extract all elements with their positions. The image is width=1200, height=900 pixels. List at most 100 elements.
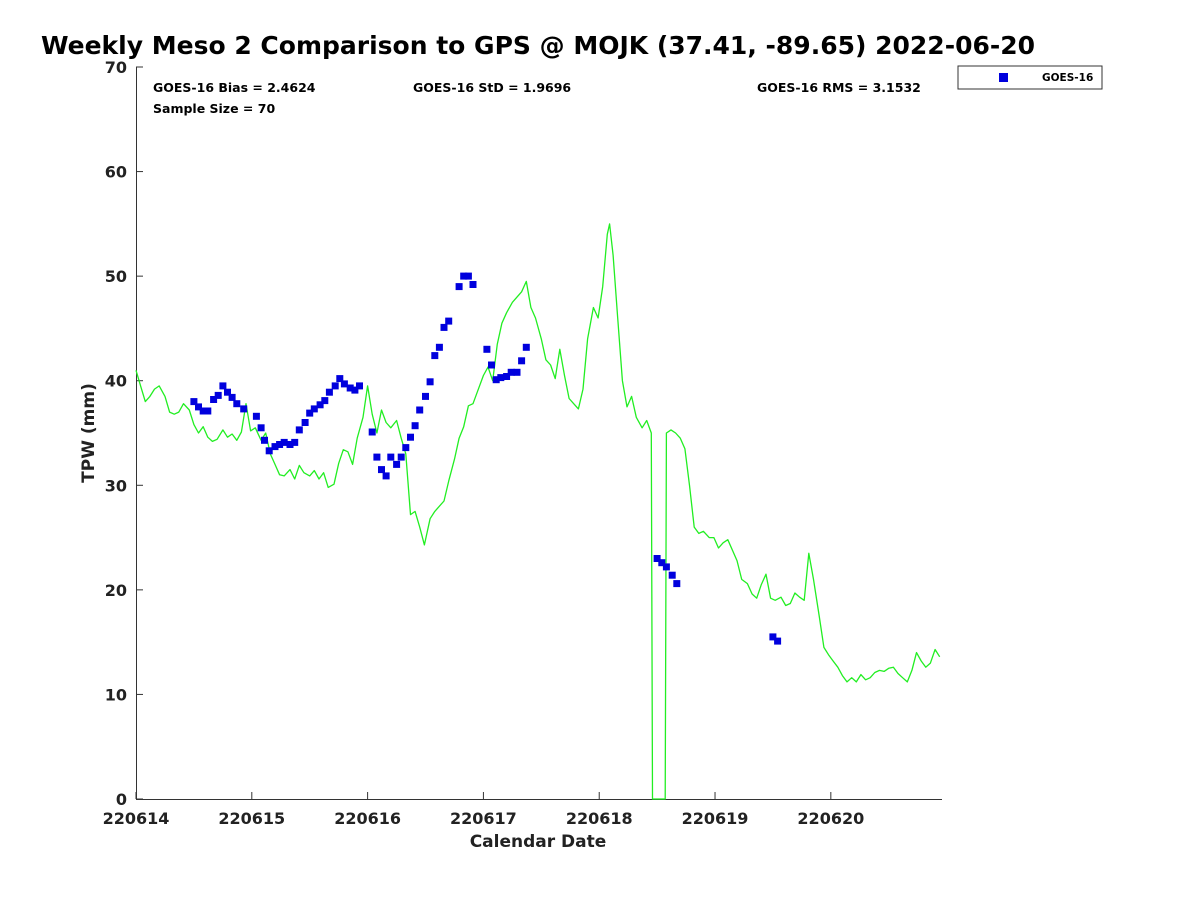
goes16-data-point <box>407 433 414 441</box>
goes16-data-point <box>483 345 491 353</box>
goes16-data-point <box>219 382 227 390</box>
goes16-data-point <box>774 637 782 645</box>
x-tick-label: 220614 <box>103 809 170 828</box>
goes16-data-point <box>276 441 284 448</box>
goes16-data-point <box>492 376 500 384</box>
goes16-data-point <box>673 580 681 588</box>
goes16-data-point <box>204 407 212 415</box>
goes16-data-point <box>445 317 453 325</box>
goes16-data-point <box>503 373 511 380</box>
goes16-data-point <box>346 384 354 392</box>
goes16-data-point <box>431 352 439 360</box>
goes16-data-point <box>336 375 344 383</box>
goes16-data-point <box>397 453 405 461</box>
legend-label-goes16: GOES-16 <box>1042 72 1093 84</box>
y-tick-label: 40 <box>105 372 127 391</box>
plot-area <box>136 67 942 800</box>
x-tick-label: 220620 <box>797 809 864 828</box>
gps-series-line <box>135 223 941 800</box>
goes16-data-point <box>286 441 294 448</box>
goes16-data-point <box>653 555 661 562</box>
goes16-data-point <box>351 386 359 394</box>
goes16-data-point <box>668 571 676 579</box>
goes16-data-point <box>518 357 526 365</box>
goes16-data-point <box>382 472 390 480</box>
legend: GOES-16 <box>957 65 1103 90</box>
plot-frame-bottom <box>136 799 942 800</box>
x-tick-label: 220618 <box>566 809 633 828</box>
goes16-data-point <box>422 392 429 400</box>
goes16-data-point <box>769 633 777 641</box>
goes16-data-point <box>440 323 448 331</box>
plot-frame-left <box>136 67 137 800</box>
y-tick-label: 70 <box>105 58 127 77</box>
goes16-data-point <box>522 343 530 351</box>
goes16-data-point <box>331 382 339 390</box>
goes16-data-point <box>416 406 424 414</box>
goes16-data-point <box>199 407 207 415</box>
x-tick-label: 220619 <box>682 809 749 828</box>
goes16-data-point <box>393 460 401 468</box>
goes16-data-point <box>662 563 670 571</box>
goes16-data-point <box>210 396 218 403</box>
goes16-data-point <box>488 361 495 369</box>
x-tick-label: 220615 <box>218 809 285 828</box>
goes16-data-point <box>261 436 268 444</box>
goes16-data-point <box>190 398 198 406</box>
goes16-data-point <box>224 388 231 396</box>
goes16-data-point <box>265 447 273 455</box>
goes16-data-point <box>233 400 241 408</box>
goes16-data-point <box>280 438 288 446</box>
std-stat: GOES-16 StD = 1.9696 <box>413 80 571 95</box>
goes16-data-point <box>321 397 329 405</box>
goes16-data-point <box>271 443 279 451</box>
goes16-data-point <box>411 422 419 430</box>
goes16-data-point <box>252 412 260 420</box>
goes16-data-point <box>228 393 236 401</box>
chart-title: Weekly Meso 2 Comparison to GPS @ MOJK (… <box>41 31 1035 60</box>
y-tick-label: 20 <box>105 581 127 600</box>
legend-box <box>957 65 1103 90</box>
goes16-data-point <box>306 409 314 417</box>
y-tick-label: 0 <box>116 790 127 809</box>
goes16-data-point <box>340 380 348 388</box>
goes16-data-point <box>368 428 376 436</box>
goes16-data-point <box>387 453 395 461</box>
goes16-data-point <box>402 444 410 452</box>
rms-stat: GOES-16 RMS = 3.1532 <box>757 80 921 95</box>
goes16-data-point <box>658 559 666 567</box>
x-axis-label: Calendar Date <box>470 832 607 852</box>
x-tick-label: 220616 <box>334 809 401 828</box>
goes16-data-point <box>426 378 434 386</box>
y-tick-label: 60 <box>105 163 127 182</box>
sample-size-stat: Sample Size = 70 <box>153 101 275 116</box>
goes16-data-point <box>356 382 363 390</box>
goes16-data-point <box>240 405 248 413</box>
goes16-data-point <box>301 419 309 426</box>
x-tick-label: 220617 <box>450 809 517 828</box>
goes16-data-point <box>325 388 333 396</box>
legend-marker-goes16 <box>999 73 1008 82</box>
y-tick-label: 50 <box>105 267 127 286</box>
goes16-data-point <box>497 374 505 382</box>
goes16-data-point <box>513 368 521 376</box>
goes16-data-point <box>295 426 303 434</box>
goes16-data-point <box>507 368 515 376</box>
goes16-data-point <box>435 343 443 351</box>
goes16-data-point <box>373 453 381 461</box>
goes16-data-point <box>214 391 222 399</box>
y-axis-label: TPW (mm) <box>79 383 99 483</box>
goes16-data-point <box>316 401 324 409</box>
goes16-data-point <box>257 424 265 432</box>
y-tick-label: 10 <box>105 685 127 704</box>
goes16-data-point <box>469 281 477 288</box>
goes16-data-point <box>195 403 202 411</box>
goes16-data-point <box>464 272 472 280</box>
goes16-data-point <box>460 272 468 280</box>
y-tick-label: 30 <box>105 476 127 495</box>
goes16-data-point <box>455 283 463 291</box>
goes16-data-point <box>291 438 299 446</box>
goes16-data-point <box>310 405 318 413</box>
goes16-data-point <box>378 466 385 474</box>
